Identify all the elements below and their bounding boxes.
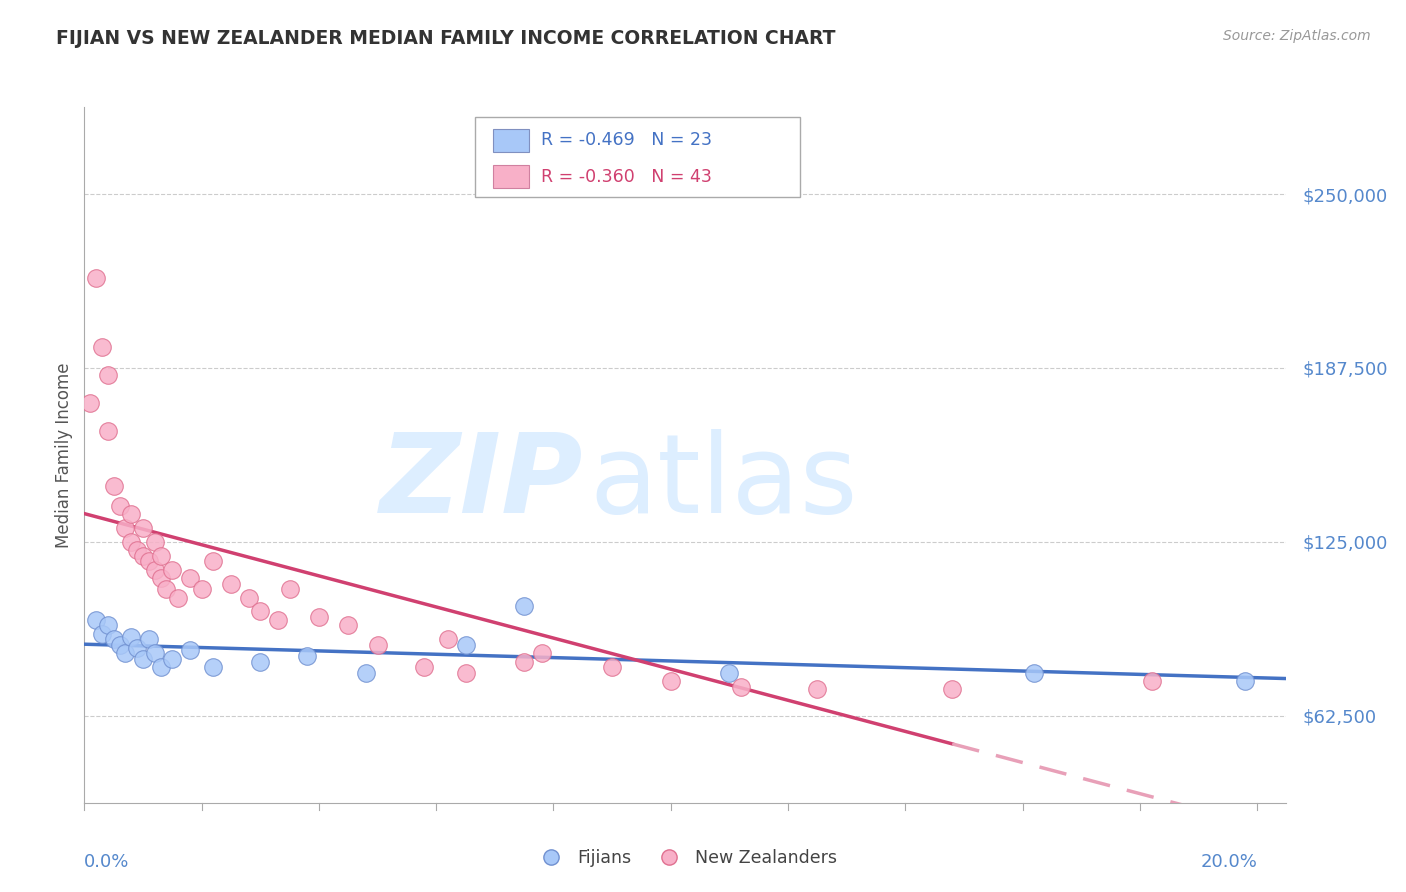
Point [600, 660, 623, 674]
Point [354, 665, 377, 680]
Bar [494, 165, 529, 188]
Text: 0.0%: 0.0% [84, 853, 129, 871]
Point [91, 340, 114, 354]
Text: R = -0.360   N = 43: R = -0.360 N = 43 [541, 168, 711, 186]
Text: FIJIAN VS NEW ZEALANDER MEDIAN FAMILY INCOME CORRELATION CHART: FIJIAN VS NEW ZEALANDER MEDIAN FAMILY IN… [56, 29, 835, 47]
Point [530, 646, 553, 660]
Text: atlas: atlas [589, 429, 858, 536]
Point [238, 591, 260, 605]
Point [513, 599, 536, 613]
Point [149, 549, 172, 563]
Point [132, 521, 155, 535]
Point [143, 646, 166, 660]
Point [143, 535, 166, 549]
FancyBboxPatch shape [475, 118, 800, 197]
Point [162, 563, 184, 577]
Point [120, 535, 142, 549]
Point [132, 549, 155, 563]
Point [219, 576, 242, 591]
Point [138, 554, 160, 568]
Point [167, 591, 190, 605]
Point [149, 571, 172, 585]
Point [337, 618, 360, 632]
Point [114, 521, 136, 535]
Point [413, 660, 436, 674]
Point [190, 582, 212, 597]
Point [1024, 665, 1046, 680]
Point [1234, 674, 1257, 689]
Bar [494, 128, 529, 153]
Text: R = -0.469   N = 23: R = -0.469 N = 23 [541, 131, 713, 150]
Point [127, 543, 149, 558]
Point [437, 632, 460, 647]
Point [249, 605, 271, 619]
Point [91, 626, 114, 640]
Point [249, 655, 271, 669]
Point [97, 368, 120, 382]
Point [84, 613, 107, 627]
Point [941, 682, 963, 697]
Point [295, 648, 318, 663]
Point [108, 638, 131, 652]
Point [162, 652, 184, 666]
Point [155, 582, 177, 597]
Point [202, 660, 225, 674]
Point [132, 652, 155, 666]
Point [806, 682, 828, 697]
Point [179, 643, 201, 657]
Point [84, 270, 107, 285]
Point [367, 638, 389, 652]
Point [97, 618, 120, 632]
Point [149, 660, 172, 674]
Point [103, 632, 125, 647]
Point [308, 610, 330, 624]
Legend: Fijians, New Zealanders: Fijians, New Zealanders [527, 842, 844, 874]
Point [454, 665, 477, 680]
Point [718, 665, 741, 680]
Point [103, 479, 125, 493]
Point [202, 554, 225, 568]
Point [127, 640, 149, 655]
Point [143, 563, 166, 577]
Point [114, 646, 136, 660]
Point [659, 674, 682, 689]
Point [120, 630, 142, 644]
Point [108, 499, 131, 513]
Point [267, 613, 290, 627]
Point [138, 632, 160, 647]
Y-axis label: Median Family Income: Median Family Income [55, 362, 73, 548]
Point [513, 655, 536, 669]
Text: Source: ZipAtlas.com: Source: ZipAtlas.com [1223, 29, 1371, 43]
Point [97, 424, 120, 438]
Text: 20.0%: 20.0% [1201, 853, 1257, 871]
Point [278, 582, 301, 597]
Point [120, 507, 142, 521]
Point [179, 571, 201, 585]
Text: ZIP: ZIP [380, 429, 583, 536]
Point [79, 396, 101, 410]
Point [1140, 674, 1163, 689]
Point [454, 638, 477, 652]
Point [730, 680, 752, 694]
